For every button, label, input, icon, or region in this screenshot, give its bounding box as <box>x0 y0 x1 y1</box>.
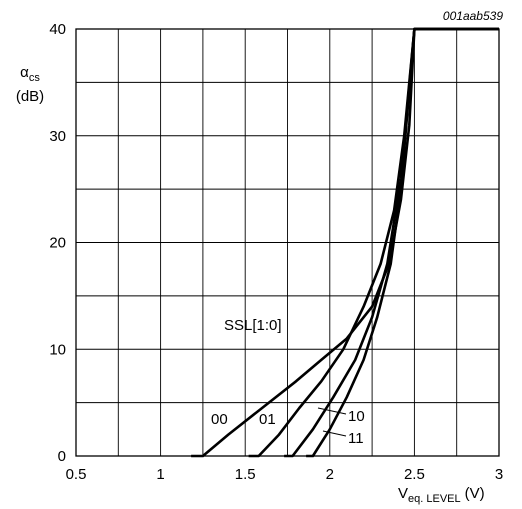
x-axis-subscript: eq. LEVEL <box>408 493 461 505</box>
y-axis-subscript: cs <box>29 72 41 84</box>
series-leader-11 <box>322 430 347 437</box>
series-label-11: 11 <box>348 430 364 447</box>
x-tick-label: 2 <box>326 466 334 483</box>
x-tick-label: 1 <box>156 466 164 483</box>
x-tick-label: 1.5 <box>235 466 256 483</box>
y-axis-label: αcs <box>20 64 40 84</box>
figure-code: 001aab539 <box>443 9 503 23</box>
series-lines <box>191 27 499 458</box>
series-leader-10 <box>317 407 347 415</box>
legend-title: SSL[1:0] <box>224 317 282 334</box>
y-axis-symbol: α <box>20 64 29 81</box>
x-axis-unit: (V) <box>465 485 485 502</box>
y-tick-label: 40 <box>49 21 66 38</box>
y-axis-unit: (dB) <box>16 88 44 105</box>
y-tick-label: 20 <box>49 235 66 252</box>
x-axis-label: Veq. LEVEL (V) <box>398 485 485 505</box>
x-tick-label: 2.5 <box>404 466 425 483</box>
y-tick-label: 30 <box>49 128 66 145</box>
series-line-11 <box>306 27 499 458</box>
y-tick-label: 0 <box>58 448 66 465</box>
series-label-00: 00 <box>211 411 228 428</box>
x-axis-main: V <box>398 485 408 502</box>
x-tick-label: 3 <box>495 466 503 483</box>
series-label-10: 10 <box>348 408 365 425</box>
x-tick-label: 0.5 <box>66 466 87 483</box>
grid <box>75 28 500 457</box>
series-line-00 <box>191 27 499 458</box>
series-label-01: 01 <box>259 411 276 428</box>
y-tick-label: 10 <box>49 341 66 358</box>
